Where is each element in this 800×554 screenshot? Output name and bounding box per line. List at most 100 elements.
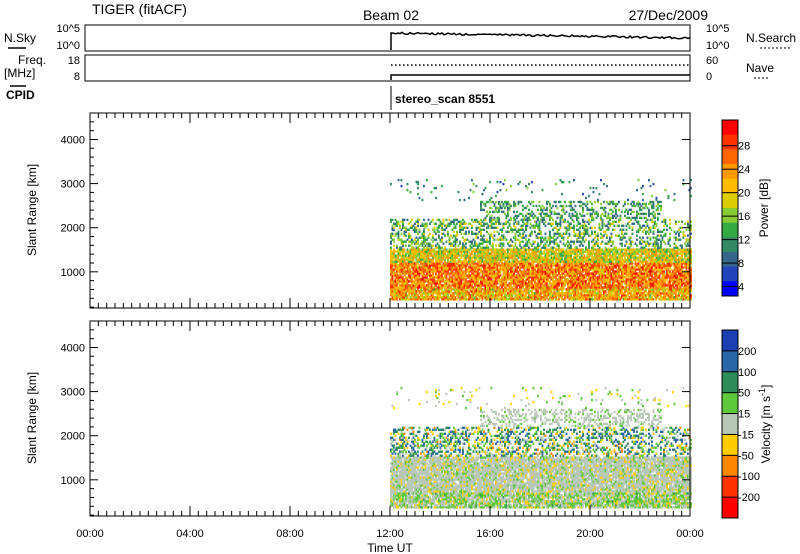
- echo-cell: [592, 284, 595, 287]
- echo-cell: [427, 262, 430, 265]
- echo-cell: [414, 262, 416, 265]
- echo-cell: [433, 230, 436, 233]
- echo-cell: [417, 268, 419, 271]
- echo-cell: [616, 296, 619, 299]
- echo-cell: [508, 276, 511, 279]
- echo-cell: [565, 294, 568, 297]
- echo-cell: [583, 284, 586, 287]
- echo-cell: [525, 296, 527, 299]
- echo-cell: [400, 248, 403, 251]
- echo-cell: [541, 260, 544, 263]
- echo-cell: [448, 286, 451, 289]
- echo-cell: [496, 274, 499, 277]
- echo-cell: [495, 274, 497, 277]
- echo-cell: [502, 290, 505, 293]
- echo-cell: [595, 288, 598, 291]
- echo-cell: [600, 232, 602, 235]
- echo-cell: [495, 298, 497, 301]
- echo-cell: [535, 264, 538, 267]
- echo-cell: [526, 274, 529, 277]
- echo-cell: [435, 244, 437, 247]
- echo-cell: [580, 280, 583, 283]
- echo-cell: [490, 252, 493, 255]
- echo-cell: [562, 284, 565, 287]
- echo-cell: [441, 276, 443, 279]
- echo-cell: [526, 270, 529, 273]
- echo-cell: [499, 268, 502, 271]
- echo-cell: [517, 272, 520, 275]
- echo-cell: [547, 274, 550, 277]
- echo-cell: [463, 290, 466, 293]
- echo-cell: [465, 246, 467, 249]
- echo-cell: [523, 248, 526, 251]
- echo-cell: [504, 254, 506, 257]
- echo-cell: [426, 238, 428, 241]
- echo-cell: [568, 258, 571, 261]
- echo-cell: [531, 268, 533, 271]
- echo-cell: [514, 234, 517, 237]
- echo-cell: [420, 236, 422, 239]
- echo-cell: [402, 240, 404, 243]
- echo-cell: [460, 224, 463, 227]
- echo-cell: [612, 276, 614, 279]
- echo-cell: [486, 226, 488, 229]
- echo-cell: [445, 272, 448, 275]
- echo-cell: [606, 294, 608, 297]
- echo-cell: [519, 228, 521, 231]
- echo-cell: [585, 258, 587, 261]
- echo-cell: [507, 200, 509, 204]
- echo-cell: [393, 240, 395, 243]
- echo-cell: [610, 244, 613, 247]
- echo-cell: [579, 274, 581, 277]
- echo-cell: [397, 179, 400, 182]
- echo-cell: [423, 298, 425, 301]
- echo-cell: [505, 248, 508, 251]
- echo-cell: [472, 278, 475, 281]
- echo-cell: [390, 278, 392, 281]
- echo-cell: [595, 234, 598, 237]
- echo-cell: [498, 274, 500, 277]
- echo-cell: [615, 256, 617, 259]
- echo-cell: [613, 276, 616, 279]
- echo-cell: [519, 248, 521, 251]
- echo-cell: [483, 272, 485, 275]
- echo-cell: [525, 184, 527, 188]
- echo-cell: [537, 254, 539, 257]
- echo-cell: [432, 244, 434, 247]
- echo-cell: [574, 276, 577, 279]
- echo-cell: [430, 262, 433, 265]
- echo-cell: [430, 296, 433, 299]
- echo-cell: [490, 296, 493, 299]
- echo-cell: [453, 298, 455, 301]
- echo-cell: [463, 256, 466, 259]
- echo-cell: [426, 294, 428, 297]
- echo-cell: [618, 220, 620, 223]
- echo-cell: [423, 224, 425, 227]
- echo-cell: [510, 268, 512, 271]
- echo-cell: [573, 179, 575, 182]
- echo-cell: [559, 256, 562, 259]
- echo-cell: [390, 234, 392, 237]
- echo-cell: [484, 246, 487, 249]
- echo-cell: [604, 246, 607, 249]
- echo-cell: [405, 234, 407, 237]
- echo-cell: [600, 264, 602, 267]
- echo-cell: [541, 288, 544, 291]
- echo-cell: [396, 232, 398, 235]
- echo-cell: [438, 280, 440, 283]
- echo-cell: [600, 252, 602, 255]
- echo-cell: [478, 250, 481, 253]
- freq-left-top-tick: 18: [68, 55, 80, 67]
- echo-cell: [424, 248, 427, 251]
- echo-cell: [445, 270, 448, 273]
- echo-cell: [453, 274, 455, 277]
- echo-cell: [427, 280, 430, 283]
- echo-cell: [585, 196, 587, 200]
- echo-cell: [534, 288, 536, 291]
- echo-cell: [610, 200, 613, 204]
- echo-cell: [402, 268, 404, 271]
- nsky-strip: N.Sky 10^5 10^0 10^5 10^0 N.Search: [4, 23, 796, 52]
- echo-cell: [537, 256, 539, 259]
- echo-cell: [499, 238, 502, 241]
- echo-cell: [454, 218, 457, 222]
